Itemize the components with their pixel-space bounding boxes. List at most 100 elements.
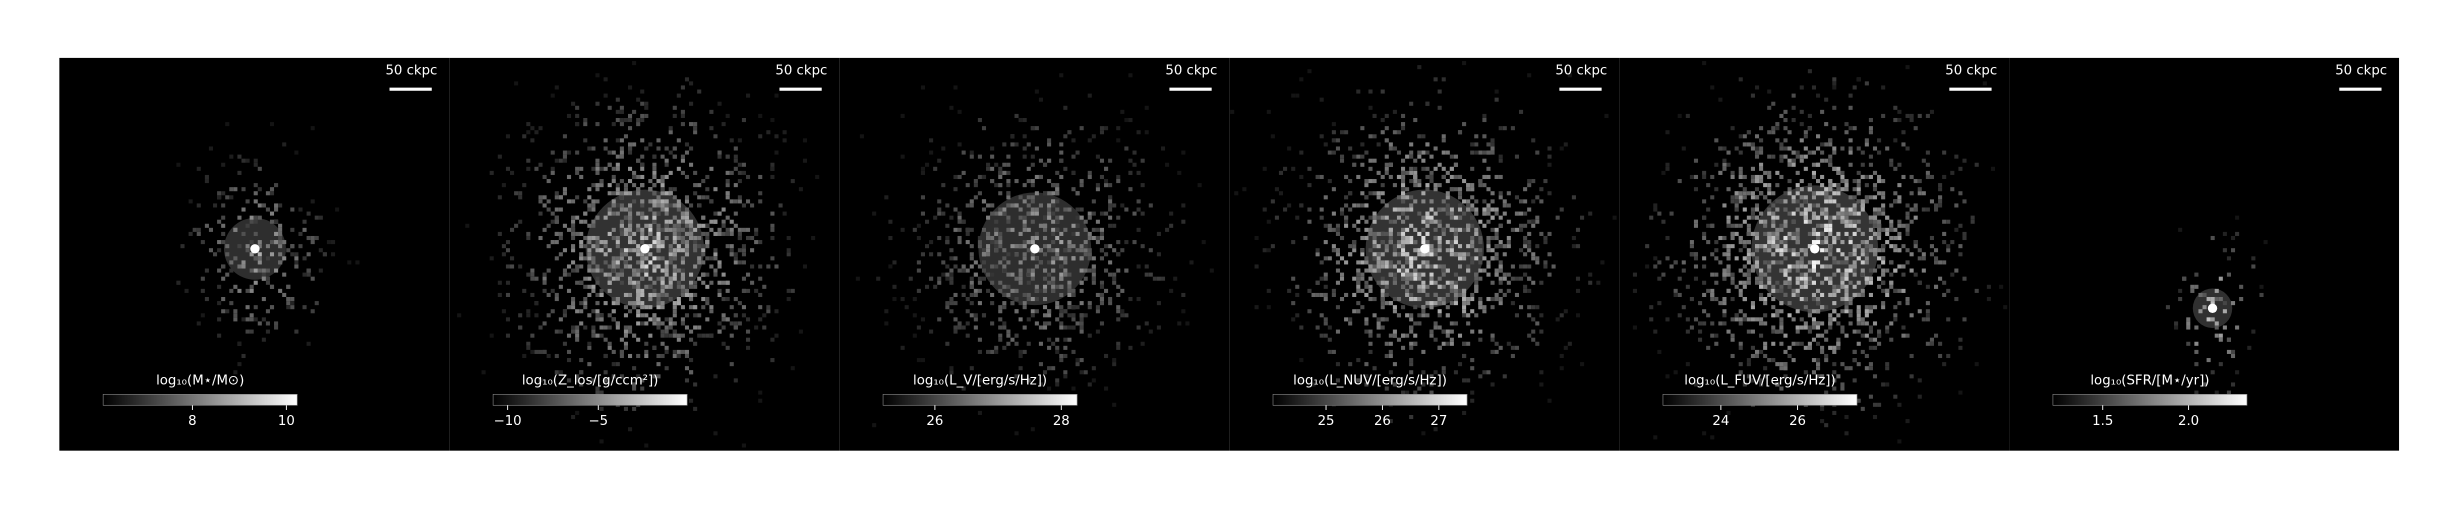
pixel (619, 146, 624, 151)
pixel (1791, 235, 1796, 241)
pixel (1063, 272, 1068, 277)
pixel (1657, 301, 1662, 306)
pixel (1047, 321, 1052, 326)
pixel (1315, 252, 1320, 257)
pixel (1409, 235, 1414, 241)
pixel (1474, 256, 1479, 261)
pixel (1954, 297, 1959, 302)
pixel (908, 276, 913, 281)
pixel (1828, 248, 1833, 253)
pixel (627, 215, 633, 220)
pixel (619, 191, 624, 196)
pixel (1856, 309, 1861, 314)
pixel (1470, 203, 1475, 208)
pixel (1047, 211, 1052, 216)
pixel (1848, 252, 1853, 257)
pixel (1498, 264, 1503, 269)
pixel (636, 223, 641, 228)
pixel (1026, 203, 1031, 208)
pixel (1437, 313, 1442, 318)
pixel (1795, 187, 1800, 192)
pixel (1002, 305, 1007, 310)
pixel (1791, 292, 1796, 298)
pixel (933, 284, 938, 289)
pixel (689, 370, 694, 375)
pixel (562, 158, 567, 163)
pixel (701, 333, 706, 338)
pixel (733, 199, 738, 204)
pixel (632, 61, 637, 66)
pixel (1104, 244, 1109, 249)
pixel (627, 353, 633, 359)
pixel (1791, 219, 1796, 224)
pixel (1079, 329, 1084, 334)
pixel (1942, 150, 1947, 155)
pixel (1645, 264, 1650, 269)
pixel (689, 122, 694, 127)
pixel (1433, 325, 1438, 330)
pixel (1763, 313, 1768, 318)
pixel (591, 166, 596, 171)
pixel (656, 231, 661, 236)
pixel (981, 276, 987, 281)
pixel (1820, 150, 1825, 155)
pixel (1401, 219, 1406, 224)
pixel (1327, 223, 1332, 228)
pixel (1783, 109, 1788, 114)
pixel (1063, 166, 1068, 171)
pixel (1527, 288, 1532, 293)
pixel (225, 122, 230, 127)
pixel (900, 113, 905, 118)
pixel (1266, 305, 1271, 310)
pixel (1836, 374, 1841, 379)
pixel (1071, 154, 1076, 159)
pixel (1498, 154, 1503, 159)
pixel (1034, 321, 1039, 326)
pixel (1413, 276, 1418, 281)
pixel (1726, 252, 1731, 257)
pixel (717, 292, 722, 298)
pixel (542, 195, 547, 200)
pixel (778, 203, 783, 208)
pixel (1339, 256, 1345, 261)
pixel (1555, 215, 1560, 220)
pixel (1665, 317, 1670, 322)
pixel (994, 240, 999, 245)
pixel (518, 219, 523, 224)
pixel (1746, 227, 1751, 232)
pixel (294, 329, 299, 334)
pixel (1063, 337, 1068, 342)
pixel (1877, 341, 1882, 346)
pixel (1848, 207, 1853, 212)
pixel (680, 288, 685, 293)
pixel (1824, 122, 1829, 127)
pixel (1665, 235, 1670, 241)
pixel (1335, 362, 1340, 367)
pixel (1156, 252, 1161, 257)
pixel (1730, 353, 1735, 359)
pixel (595, 280, 600, 285)
pixel (1791, 195, 1796, 200)
pixel (1356, 288, 1361, 293)
pixel (1832, 309, 1837, 314)
pixel (1075, 191, 1080, 196)
pixel (737, 162, 742, 167)
pixel (1771, 219, 1776, 224)
pixel (672, 264, 677, 269)
pixel (298, 207, 303, 212)
pixel (1356, 276, 1361, 281)
pixel (1108, 272, 1113, 277)
pixel (1478, 305, 1483, 310)
pixel (754, 240, 759, 245)
pixel (571, 235, 576, 241)
pixel (1059, 353, 1064, 359)
pixel (1344, 219, 1349, 224)
pixel (705, 231, 710, 236)
pixel (1852, 329, 1857, 334)
pixel (546, 179, 551, 184)
pixel (1067, 207, 1072, 212)
pixel (1954, 268, 1959, 273)
pixel (1881, 203, 1886, 208)
pixel (1702, 280, 1707, 285)
pixel (176, 280, 181, 285)
